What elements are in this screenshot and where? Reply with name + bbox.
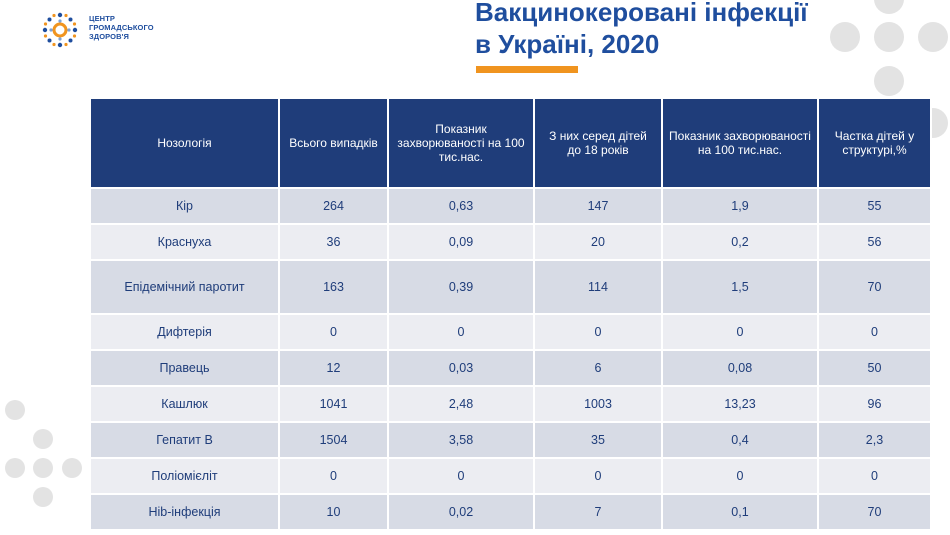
header-nosology: Нозологія <box>89 97 280 189</box>
cell-children-incidence-rate: 13,23 <box>661 385 819 423</box>
decorative-dot <box>874 66 904 96</box>
cell-children-cases: 0 <box>533 457 663 495</box>
cell-children-incidence-rate: 0 <box>661 457 819 495</box>
table-row: Гепатит В 1504 3,58 35 0,4 2,3 <box>89 421 932 459</box>
table-row: Правець 12 0,03 6 0,08 50 <box>89 349 932 387</box>
decorative-dot <box>830 22 860 52</box>
cell-incidence-rate: 0,03 <box>387 349 535 387</box>
data-table: Нозологія Всього випадків Показник захво… <box>89 97 932 531</box>
decorative-dot <box>62 458 82 478</box>
header-total-cases: Всього випадків <box>278 97 389 189</box>
cell-incidence-rate: 0,09 <box>387 223 535 261</box>
cell-children-share: 50 <box>817 349 932 387</box>
cell-children-incidence-rate: 0,1 <box>661 493 819 531</box>
decorative-dot <box>918 22 948 52</box>
cell-total-cases: 10 <box>278 493 389 531</box>
cell-incidence-rate: 0 <box>387 313 535 351</box>
cell-children-cases: 114 <box>533 259 663 315</box>
cell-children-cases: 1003 <box>533 385 663 423</box>
logo-text: Центр громадського здоров'я <box>89 14 161 41</box>
cell-total-cases: 0 <box>278 313 389 351</box>
cell-nosology: Кір <box>89 187 280 225</box>
cell-children-share: 55 <box>817 187 932 225</box>
cell-children-incidence-rate: 0,08 <box>661 349 819 387</box>
cell-total-cases: 36 <box>278 223 389 261</box>
table-row: Hib-інфекція 10 0,02 7 0,1 70 <box>89 493 932 531</box>
cell-nosology: Гепатит В <box>89 421 280 459</box>
cell-children-share: 70 <box>817 259 932 315</box>
table-row: Кір 264 0,63 147 1,9 55 <box>89 187 932 225</box>
cell-children-cases: 6 <box>533 349 663 387</box>
title-line-2: в Україні, 2020 <box>475 29 660 59</box>
cell-total-cases: 163 <box>278 259 389 315</box>
table-row: Поліомієліт 0 0 0 0 0 <box>89 457 932 495</box>
cell-children-share: 0 <box>817 457 932 495</box>
table-row: Краснуха 36 0,09 20 0,2 56 <box>89 223 932 261</box>
table-header-row: Нозологія Всього випадків Показник захво… <box>89 97 932 189</box>
cell-children-share: 2,3 <box>817 421 932 459</box>
decorative-dot <box>33 458 53 478</box>
cell-incidence-rate: 0,39 <box>387 259 535 315</box>
cell-total-cases: 1504 <box>278 421 389 459</box>
page-title: Вакцинокеровані інфекції в Україні, 2020 <box>475 0 855 60</box>
cell-total-cases: 1041 <box>278 385 389 423</box>
decorative-dot <box>5 458 25 478</box>
decorative-dot <box>874 22 904 52</box>
decorative-dot <box>874 0 904 14</box>
cell-children-cases: 7 <box>533 493 663 531</box>
decorative-dot <box>33 487 53 507</box>
cell-children-cases: 35 <box>533 421 663 459</box>
cell-children-cases: 147 <box>533 187 663 225</box>
table-row: Дифтерія 0 0 0 0 0 <box>89 313 932 351</box>
cell-total-cases: 0 <box>278 457 389 495</box>
cell-incidence-rate: 3,58 <box>387 421 535 459</box>
cell-children-incidence-rate: 1,5 <box>661 259 819 315</box>
vaccine-infections-table: Нозологія Всього випадків Показник захво… <box>89 97 932 531</box>
decorative-dot <box>33 429 53 449</box>
cell-children-share: 56 <box>817 223 932 261</box>
cell-children-incidence-rate: 0,2 <box>661 223 819 261</box>
organization-logo: Центр громадського здоров'я <box>40 10 160 50</box>
cell-total-cases: 264 <box>278 187 389 225</box>
table-row: Епідемічний паротит 163 0,39 114 1,5 70 <box>89 259 932 315</box>
cell-nosology: Поліомієліт <box>89 457 280 495</box>
logo-line-1: Центр <box>89 14 115 23</box>
cell-nosology: Епідемічний паротит <box>89 259 280 315</box>
cell-incidence-rate: 2,48 <box>387 385 535 423</box>
cell-total-cases: 12 <box>278 349 389 387</box>
cell-incidence-rate: 0,02 <box>387 493 535 531</box>
header-incidence-rate: Показник захворюваності на 100 тис.нас. <box>387 97 535 189</box>
logo-line-3: здоров'я <box>89 32 130 41</box>
cell-incidence-rate: 0,63 <box>387 187 535 225</box>
logo-emblem-icon <box>42 12 78 48</box>
cell-nosology: Правець <box>89 349 280 387</box>
header-children-incidence-rate: Показник захворюваності на 100 тис.нас. <box>661 97 819 189</box>
cell-children-cases: 20 <box>533 223 663 261</box>
cell-nosology: Hib-інфекція <box>89 493 280 531</box>
table-row: Кашлюк 1041 2,48 1003 13,23 96 <box>89 385 932 423</box>
cell-incidence-rate: 0 <box>387 457 535 495</box>
logo-line-2: громадського <box>89 23 154 32</box>
cell-children-share: 70 <box>817 493 932 531</box>
cell-nosology: Дифтерія <box>89 313 280 351</box>
cell-nosology: Краснуха <box>89 223 280 261</box>
decorative-dot <box>5 400 25 420</box>
cell-children-incidence-rate: 0,4 <box>661 421 819 459</box>
cell-children-incidence-rate: 0 <box>661 313 819 351</box>
cell-nosology: Кашлюк <box>89 385 280 423</box>
title-accent-bar <box>476 66 578 73</box>
cell-children-share: 96 <box>817 385 932 423</box>
cell-children-incidence-rate: 1,9 <box>661 187 819 225</box>
cell-children-cases: 0 <box>533 313 663 351</box>
header-children-cases: З них серед дітей до 18 років <box>533 97 663 189</box>
cell-children-share: 0 <box>817 313 932 351</box>
title-line-1: Вакцинокеровані інфекції <box>475 0 808 27</box>
header-children-share: Частка дітей у структурі,% <box>817 97 932 189</box>
